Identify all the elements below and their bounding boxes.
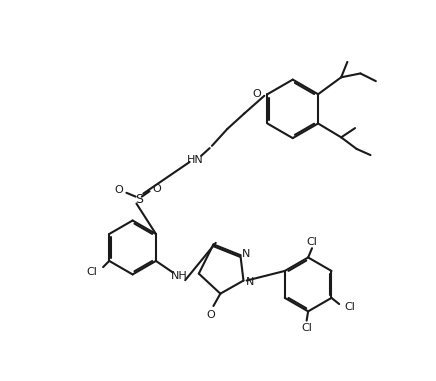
Text: Cl: Cl [301, 323, 312, 333]
Text: O: O [252, 89, 261, 99]
Text: O: O [153, 184, 162, 194]
Text: O: O [207, 310, 215, 320]
Text: O: O [114, 186, 123, 195]
Text: Cl: Cl [344, 302, 355, 312]
Text: S: S [135, 193, 143, 206]
Text: N: N [245, 277, 254, 287]
Text: HN: HN [187, 155, 204, 165]
Text: Cl: Cl [307, 237, 317, 247]
Text: NH: NH [170, 271, 187, 281]
Text: Cl: Cl [87, 267, 98, 277]
Text: N: N [242, 249, 251, 259]
